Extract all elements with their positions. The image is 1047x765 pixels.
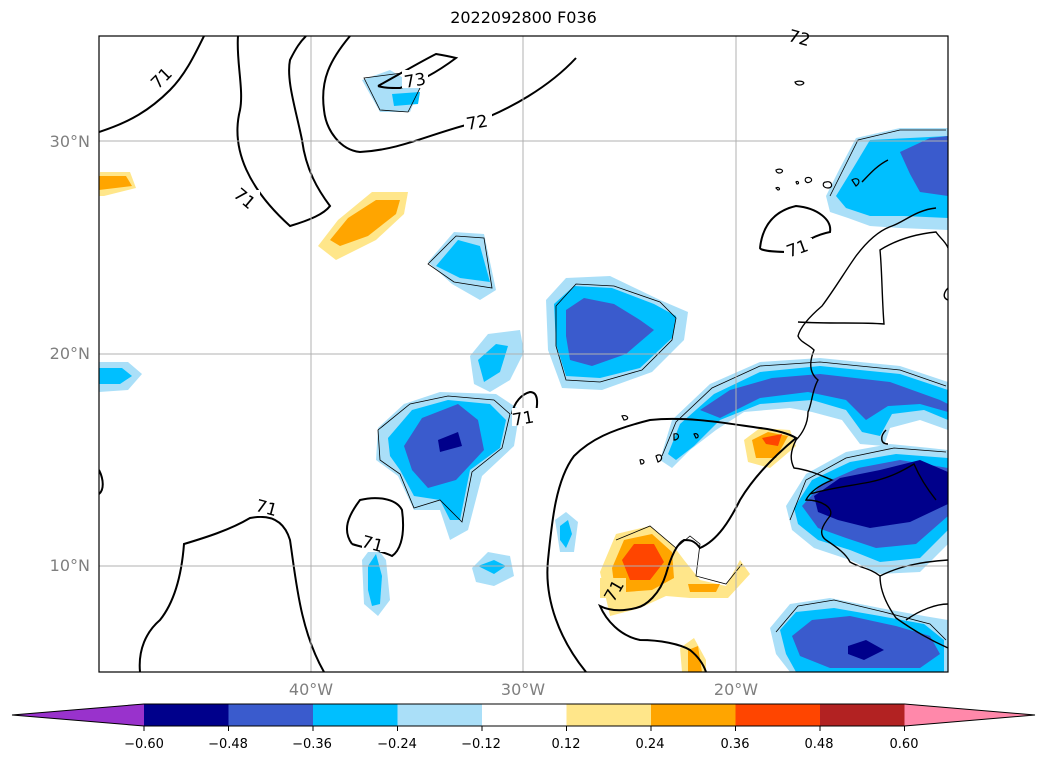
colorbar-segment bbox=[651, 704, 736, 726]
colorbar-segment bbox=[566, 704, 652, 726]
colorbar-segment bbox=[144, 704, 229, 726]
colorbar-segment bbox=[397, 704, 483, 726]
lon-label: 40°W bbox=[288, 680, 334, 699]
colorbar-tick-label: 0.12 bbox=[551, 737, 581, 752]
colorbar-extend-low bbox=[12, 704, 144, 726]
lat-label: 30°N bbox=[49, 132, 90, 151]
colorbar-tick-label: −0.36 bbox=[292, 737, 332, 752]
contour-label-group: 71 71 73 72 71 71 71 71 71 72 bbox=[147, 26, 812, 605]
colorbar-segment bbox=[482, 704, 567, 726]
colorbar-tick-label: −0.60 bbox=[124, 737, 164, 752]
colorbar-tick-label: 0.24 bbox=[635, 737, 665, 752]
colorbar-tick-label: 0.36 bbox=[720, 737, 750, 752]
map-title: 2022092800 F036 bbox=[450, 8, 597, 27]
colorbar-tick-label: 0.60 bbox=[889, 737, 919, 752]
lon-label: 20°W bbox=[713, 680, 759, 699]
lat-label: 10°N bbox=[49, 556, 90, 575]
colorbar-tick-label: −0.24 bbox=[377, 737, 417, 752]
colorbar-tick-label: −0.48 bbox=[208, 737, 248, 752]
colorbar-tick-label: −0.12 bbox=[461, 737, 501, 752]
colorbar-extend-high bbox=[904, 704, 1035, 726]
contour-label: 72 bbox=[465, 111, 490, 134]
contour-layer bbox=[99, 36, 948, 672]
colorbar-segment bbox=[228, 704, 314, 726]
contour-label: 71 bbox=[511, 407, 536, 430]
lat-label: 20°N bbox=[49, 344, 90, 363]
colorbar-segment bbox=[313, 704, 398, 726]
colorbar-segment bbox=[820, 704, 905, 726]
plot-frame bbox=[98, 35, 949, 673]
colorbar-tick-label: 0.48 bbox=[804, 737, 834, 752]
contour-label: 73 bbox=[403, 69, 428, 92]
lon-label: 30°W bbox=[500, 680, 546, 699]
colorbar-segment bbox=[735, 704, 821, 726]
anomaly-fill-layer bbox=[99, 70, 948, 672]
